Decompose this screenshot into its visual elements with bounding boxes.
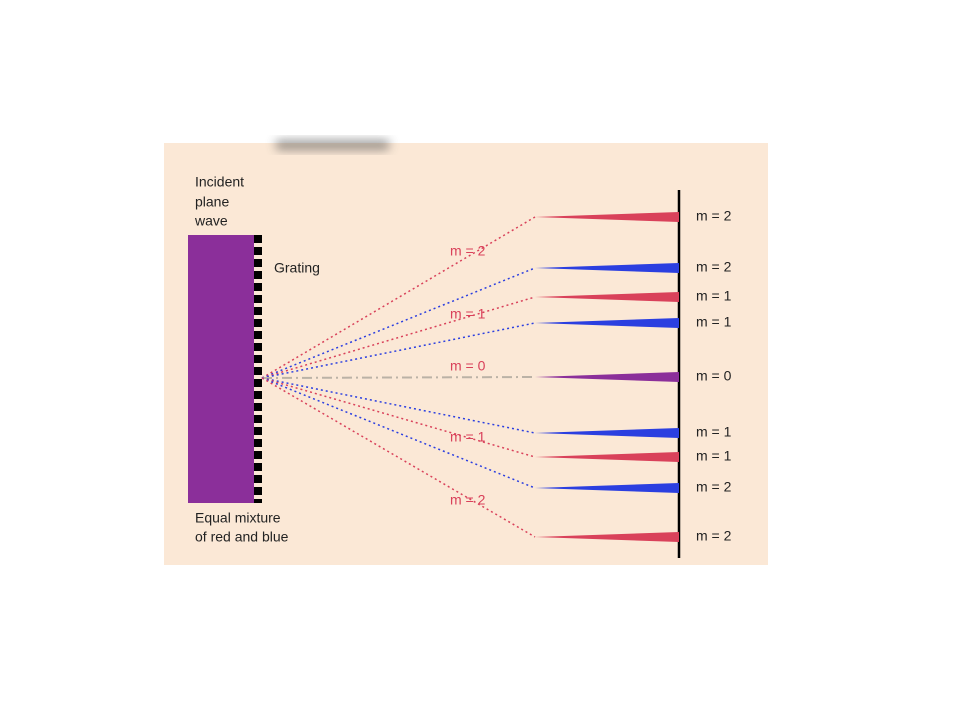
beam-wedge [535, 212, 679, 222]
beam-wedge [535, 532, 679, 542]
beam-wedge [535, 292, 679, 302]
screen-label: m = 2 [696, 208, 732, 224]
screen-label: m = 0 [696, 368, 732, 384]
beam-wedge [535, 483, 679, 493]
beams [261, 212, 679, 542]
screen-label: m = 1 [696, 288, 732, 304]
beam-label: m = 2 [450, 243, 486, 259]
screen-label: m = 1 [696, 448, 732, 464]
grating-label: Grating [274, 260, 320, 276]
beam-wedge [535, 318, 679, 328]
screen-label: m = 1 [696, 424, 732, 440]
screen-label: m = 2 [696, 479, 732, 495]
beam-line [261, 322, 536, 379]
screen-label: m = 1 [696, 314, 732, 330]
shadow [275, 140, 390, 150]
beam-label: m = 2 [450, 492, 486, 508]
incident-label: plane [195, 194, 229, 210]
beam-wedge [535, 263, 679, 273]
center-line [261, 376, 536, 379]
beam-label: m = 1 [450, 429, 486, 445]
incident-label: Incident [195, 174, 244, 190]
beam-label: m = 1 [450, 306, 486, 322]
beam-line [261, 377, 536, 458]
screen-label: m = 2 [696, 259, 732, 275]
incident-label: wave [194, 213, 228, 229]
mixture-label: Equal mixture [195, 510, 281, 526]
beam-line [261, 377, 536, 434]
beam-wedge [535, 372, 679, 382]
mixture-label: of red and blue [195, 529, 289, 545]
beam-wedge [535, 428, 679, 438]
beam-label: m = 0 [450, 358, 486, 374]
beam-wedge [535, 452, 679, 462]
screen-label: m = 2 [696, 528, 732, 544]
incident-wave [188, 235, 254, 503]
beam-line [261, 377, 536, 489]
beam-line [261, 267, 536, 379]
